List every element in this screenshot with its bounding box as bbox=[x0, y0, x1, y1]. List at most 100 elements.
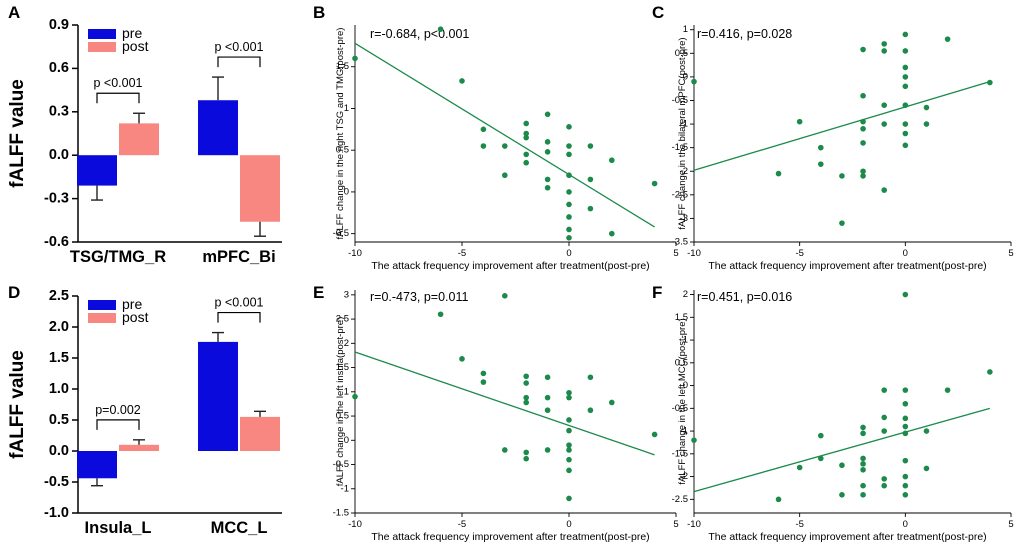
scatter-point bbox=[902, 102, 909, 108]
scatter-point bbox=[944, 36, 951, 42]
scatter-point bbox=[987, 369, 993, 375]
scatter-point bbox=[923, 465, 930, 472]
legend-swatch-post bbox=[88, 42, 116, 52]
correlation-stat: r=0.-473, p=0.011 bbox=[370, 290, 469, 304]
y-tick-label: -0.5 bbox=[333, 459, 349, 470]
scatter-point bbox=[860, 46, 866, 53]
scatter-point bbox=[566, 495, 572, 502]
x-tick-label: 5 bbox=[673, 519, 678, 530]
y-tick-label: 0.5 bbox=[49, 412, 69, 428]
scatter-point bbox=[860, 482, 866, 489]
y-tick-label: -2.5 bbox=[672, 494, 688, 505]
x-axis-label: The attack frequency improvement after t… bbox=[371, 531, 649, 543]
legend-swatch-pre bbox=[88, 29, 116, 39]
significance-label: p <0.001 bbox=[93, 76, 142, 90]
y-tick-label: -1.0 bbox=[44, 505, 69, 521]
scatter-point bbox=[544, 184, 551, 191]
x-tick-label: -10 bbox=[687, 519, 701, 530]
y-tick-label: -0.5 bbox=[333, 228, 349, 239]
scatter-point bbox=[566, 447, 572, 453]
scatter-point bbox=[544, 407, 551, 414]
y-tick-label: -2 bbox=[680, 166, 688, 177]
scatter-point bbox=[544, 374, 551, 381]
scatter-point bbox=[566, 235, 572, 241]
x-tick-label: 0 bbox=[903, 519, 908, 530]
y-tick-label: 1.5 bbox=[336, 362, 349, 373]
scatter-point bbox=[523, 151, 529, 158]
scatter-point bbox=[566, 151, 572, 158]
x-tick-label: -5 bbox=[795, 248, 803, 259]
bar-post-mcc-l bbox=[240, 416, 280, 451]
y-tick-label: 2.0 bbox=[49, 319, 69, 335]
correlation-stat: r=0.416, p=0.028 bbox=[697, 27, 792, 41]
scatter-point bbox=[544, 394, 551, 401]
y-axis-label: fALFF change in the right TSG and TMG(po… bbox=[335, 28, 346, 240]
x-tick-label: -10 bbox=[348, 519, 362, 530]
y-tick-label: -0.5 bbox=[672, 403, 688, 414]
scatter-point bbox=[839, 491, 845, 498]
scatter-point bbox=[902, 83, 909, 90]
scatter-point bbox=[566, 417, 572, 423]
y-tick-label: 0.6 bbox=[49, 60, 69, 76]
panel-label: D bbox=[8, 283, 20, 302]
category-label: mPFC_Bi bbox=[202, 248, 275, 266]
y-tick-label: -0.5 bbox=[44, 474, 69, 490]
scatter-point bbox=[902, 31, 909, 38]
y-axis-label: fALFF value bbox=[7, 79, 28, 188]
bar-pre-insula-l bbox=[77, 451, 117, 479]
x-tick-label: -5 bbox=[458, 248, 466, 259]
scatter-point bbox=[796, 118, 803, 125]
regression-line bbox=[693, 80, 991, 171]
scatter-point bbox=[902, 74, 909, 80]
panel-label: B bbox=[313, 3, 325, 22]
scatter-point bbox=[839, 173, 845, 179]
scatter-point bbox=[902, 430, 909, 437]
y-tick-label: -1 bbox=[680, 119, 688, 130]
y-tick-label: -1 bbox=[680, 426, 688, 437]
scatter-point bbox=[923, 428, 930, 434]
scatter-point bbox=[566, 456, 572, 463]
bar-post-insula-l bbox=[119, 444, 159, 451]
y-tick-label: -0.5 bbox=[672, 95, 688, 106]
scatter-point bbox=[860, 173, 866, 179]
x-tick-label: 0 bbox=[566, 519, 571, 530]
scatter-point bbox=[881, 121, 887, 127]
scatter-point bbox=[881, 41, 887, 47]
scatter-point bbox=[544, 139, 551, 145]
scatter-point bbox=[839, 220, 845, 226]
scatter-point bbox=[544, 149, 551, 155]
y-tick-label: -2 bbox=[680, 471, 688, 482]
y-tick-label: -1 bbox=[341, 483, 349, 494]
scatter-point bbox=[902, 473, 909, 480]
x-tick-label: -5 bbox=[458, 519, 466, 530]
scatter-point bbox=[818, 432, 824, 439]
legend-swatch-pre bbox=[88, 300, 116, 310]
scatter-point bbox=[480, 126, 487, 133]
y-tick-label: -1.5 bbox=[672, 448, 688, 459]
y-tick-label: -1.5 bbox=[672, 142, 688, 153]
y-tick-label: 0.0 bbox=[49, 443, 69, 459]
x-tick-label: 5 bbox=[673, 248, 678, 259]
scatter-point bbox=[923, 121, 930, 127]
y-tick-label: 0 bbox=[344, 435, 349, 446]
scatter-point bbox=[544, 176, 551, 183]
scatter-point bbox=[566, 189, 572, 195]
significance-bracket bbox=[217, 311, 261, 323]
y-tick-label: 1.0 bbox=[49, 381, 69, 397]
scatter-point bbox=[860, 461, 866, 467]
legend-label: post bbox=[122, 38, 149, 54]
scatter-point bbox=[902, 387, 909, 393]
scatter-point bbox=[902, 400, 909, 407]
scatter-point bbox=[523, 120, 529, 127]
legend-label: post bbox=[122, 309, 149, 325]
scatter-point bbox=[775, 170, 782, 177]
y-tick-label: 0.9 bbox=[49, 17, 69, 33]
scatter-point bbox=[860, 466, 866, 473]
scatter-point bbox=[860, 125, 866, 132]
y-tick-label: 1.5 bbox=[49, 350, 69, 366]
y-axis-label: fALFF value bbox=[7, 350, 28, 459]
scatter-point bbox=[881, 476, 887, 482]
scatter-point bbox=[437, 311, 444, 318]
